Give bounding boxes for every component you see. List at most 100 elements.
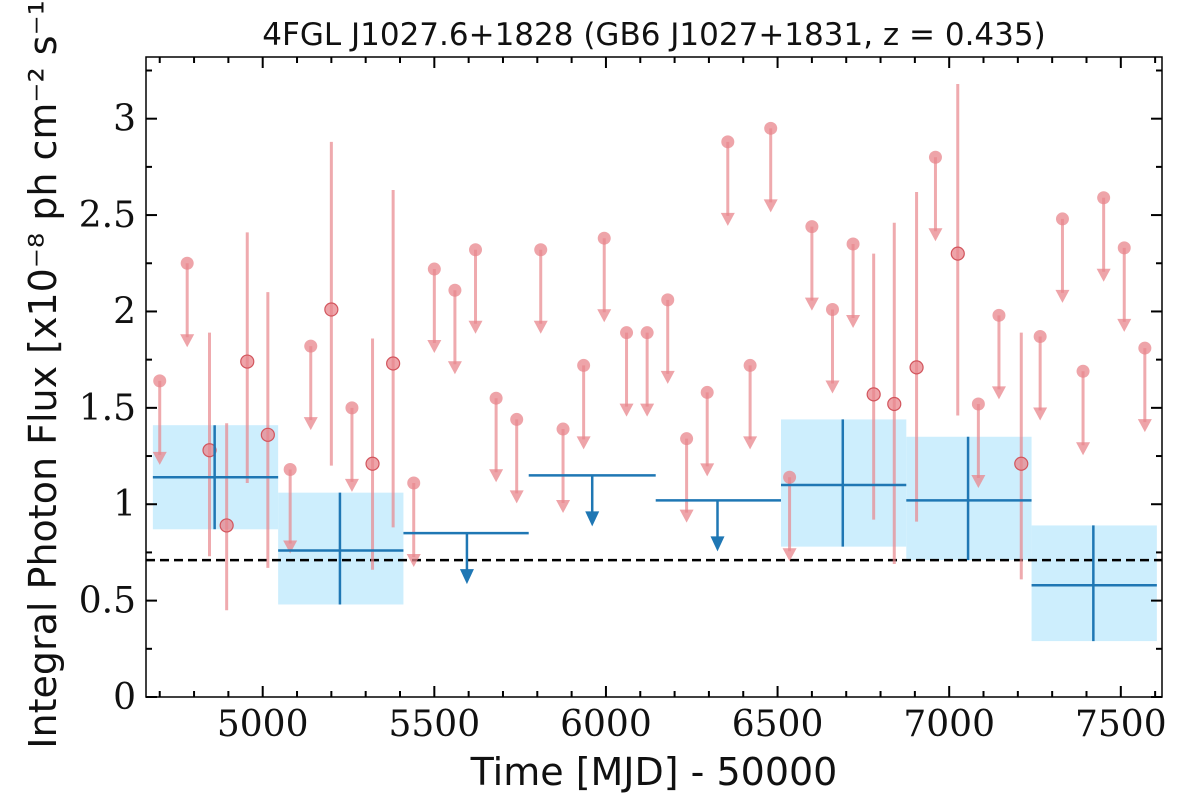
yearly-upper-limit-arrowhead — [710, 536, 725, 552]
monthly-upper-limit-arrowhead — [1076, 442, 1091, 456]
monthly-upper-limit-arrowhead — [597, 309, 612, 323]
y-tick-label: 0 — [113, 677, 136, 718]
x-tick-label: 6500 — [732, 704, 824, 745]
monthly-data-point — [202, 443, 217, 458]
monthly-upper-limit-point — [534, 243, 548, 257]
monthly-data-point — [1014, 456, 1029, 471]
monthly-upper-limit-point — [180, 256, 194, 270]
monthly-upper-limit-point — [345, 401, 359, 415]
y-axis-label: Integral Photon Flux [x10⁻⁸ ph cm⁻² s⁻¹] — [21, 0, 65, 749]
monthly-upper-limit-arrowhead — [152, 451, 167, 465]
yearly-upper-limit-arrowhead — [585, 511, 600, 527]
monthly-upper-limit-point — [805, 220, 819, 234]
monthly-upper-limit-point — [783, 470, 797, 484]
monthly-data-point — [909, 360, 924, 375]
monthly-upper-limit-point — [992, 308, 1006, 322]
monthly-upper-limit-arrowhead — [971, 474, 986, 488]
monthly-upper-limit-point — [597, 231, 611, 245]
monthly-upper-limit-point — [928, 150, 942, 164]
monthly-upper-limit-arrowhead — [283, 540, 298, 554]
monthly-upper-limit-arrowhead — [406, 554, 421, 568]
y-tick-label: 3 — [113, 99, 136, 140]
monthly-upper-limit-point — [971, 397, 985, 411]
monthly-upper-limit-arrowhead — [180, 334, 195, 348]
monthly-data-point — [386, 356, 401, 371]
x-tick-label: 7500 — [1075, 704, 1167, 745]
monthly-upper-limit-point — [469, 243, 483, 257]
monthly-upper-limit-point — [661, 293, 675, 307]
monthly-upper-limit-arrowhead — [427, 340, 442, 354]
monthly-upper-limit-point — [640, 326, 654, 340]
monthly-upper-limit-arrowhead — [468, 320, 483, 334]
x-tick-label: 5500 — [389, 704, 481, 745]
monthly-upper-limit-point — [825, 303, 839, 317]
monthly-upper-limit-point — [448, 283, 462, 297]
monthly-upper-limit-arrowhead — [825, 380, 840, 394]
monthly-upper-limit-arrowhead — [991, 386, 1006, 400]
monthly-upper-limit-arrowhead — [1055, 289, 1070, 303]
y-tick-label: 2 — [113, 291, 136, 332]
monthly-upper-limit-arrowhead — [700, 463, 715, 477]
yearly-upper-limit-arrowhead — [459, 569, 474, 585]
x-tick-label: 6000 — [560, 704, 652, 745]
monthly-upper-limit-arrowhead — [619, 403, 634, 417]
monthly-upper-limit-point — [510, 412, 524, 426]
y-tick-label: 1.5 — [79, 388, 136, 429]
chart-title: 4FGL J1027.6+1828 (GB6 J1027+1831, z = 0… — [262, 17, 1045, 53]
monthly-upper-limit-point — [489, 391, 503, 405]
monthly-upper-limit-arrowhead — [846, 314, 861, 328]
x-axis: 5000 5500 6000 6500 7000 7500 — [158, 57, 1167, 745]
monthly-upper-limit-arrowhead — [763, 199, 778, 213]
monthly-data-point — [260, 427, 275, 442]
monthly-upper-limit-point — [1055, 212, 1069, 226]
monthly-upper-limit-point — [680, 432, 694, 446]
monthly-upper-limit-arrowhead — [640, 403, 655, 417]
monthly-data-point — [240, 354, 255, 369]
monthly-data-point — [866, 387, 881, 402]
monthly-upper-limit-point — [407, 476, 421, 490]
monthly-upper-limit-point — [1033, 330, 1047, 344]
y-axis: 0 0.5 1 1.5 2 2.5 3 — [79, 69, 1162, 718]
y-tick-label: 2.5 — [79, 195, 136, 236]
monthly-upper-limit-point — [1138, 341, 1152, 355]
monthly-data-point — [887, 396, 902, 412]
monthly-upper-limit-point — [556, 422, 570, 436]
monthly-upper-limit-arrowhead — [344, 478, 359, 492]
plot-frame — [145, 56, 1163, 698]
monthly-data-point — [324, 302, 339, 317]
monthly-upper-limit-point — [846, 237, 860, 251]
monthly-upper-limit-arrowhead — [1033, 407, 1048, 421]
y-tick-label: 1 — [113, 484, 136, 525]
monthly-upper-limit-point — [620, 326, 634, 340]
y-tick-label: 0.5 — [79, 581, 136, 622]
monthly-upper-limit-arrowhead — [576, 436, 591, 450]
monthly-data-point — [219, 518, 234, 533]
monthly-upper-limit-point — [304, 339, 318, 353]
monthly-upper-limit-point — [721, 135, 735, 149]
monthly-upper-limit-arrowhead — [556, 500, 571, 514]
monthly-upper-limit-arrowhead — [489, 469, 504, 483]
monthly-data-point — [950, 246, 965, 261]
monthly-upper-limit-arrowhead — [720, 212, 735, 226]
monthly-upper-limit-arrowhead — [679, 509, 694, 523]
monthly-upper-limit-point — [700, 385, 714, 399]
monthly-upper-limit-arrowhead — [509, 490, 524, 504]
monthly-upper-limit-arrowhead — [1137, 419, 1152, 433]
monthly-upper-limit-arrowhead — [533, 320, 548, 334]
monthly-upper-limit-arrowhead — [804, 297, 819, 311]
monthly-upper-limit-point — [1097, 191, 1111, 205]
monthly-upper-limit-arrowhead — [303, 417, 318, 431]
monthly-upper-limit-point — [427, 262, 441, 276]
x-axis-label: Time [MJD] - 50000 — [470, 750, 838, 794]
monthly-upper-limit-point — [1076, 364, 1090, 378]
monthly-upper-limit-arrowhead — [782, 548, 797, 562]
monthly-upper-limit-point — [1117, 241, 1131, 255]
monthly-upper-limit-point — [743, 358, 757, 372]
plot-area — [146, 83, 1162, 642]
monthly-upper-limit-point — [764, 121, 778, 135]
x-tick-label: 7000 — [903, 704, 995, 745]
monthly-upper-limit-arrowhead — [1117, 318, 1132, 332]
monthly-upper-limit-point — [153, 374, 167, 388]
monthly-upper-limit-arrowhead — [928, 228, 943, 242]
